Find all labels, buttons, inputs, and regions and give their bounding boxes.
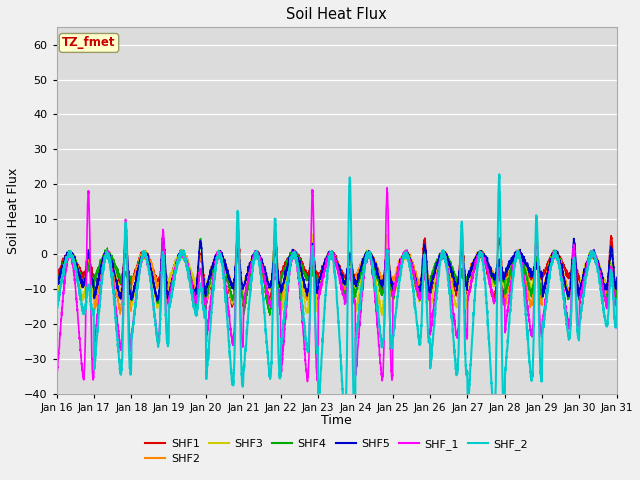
Y-axis label: Soil Heat Flux: Soil Heat Flux xyxy=(7,168,20,253)
Title: Soil Heat Flux: Soil Heat Flux xyxy=(286,7,387,22)
Text: TZ_fmet: TZ_fmet xyxy=(62,36,116,49)
X-axis label: Time: Time xyxy=(321,414,352,427)
Legend: SHF1, SHF2, SHF3, SHF4, SHF5, SHF_1, SHF_2: SHF1, SHF2, SHF3, SHF4, SHF5, SHF_1, SHF… xyxy=(141,434,532,468)
